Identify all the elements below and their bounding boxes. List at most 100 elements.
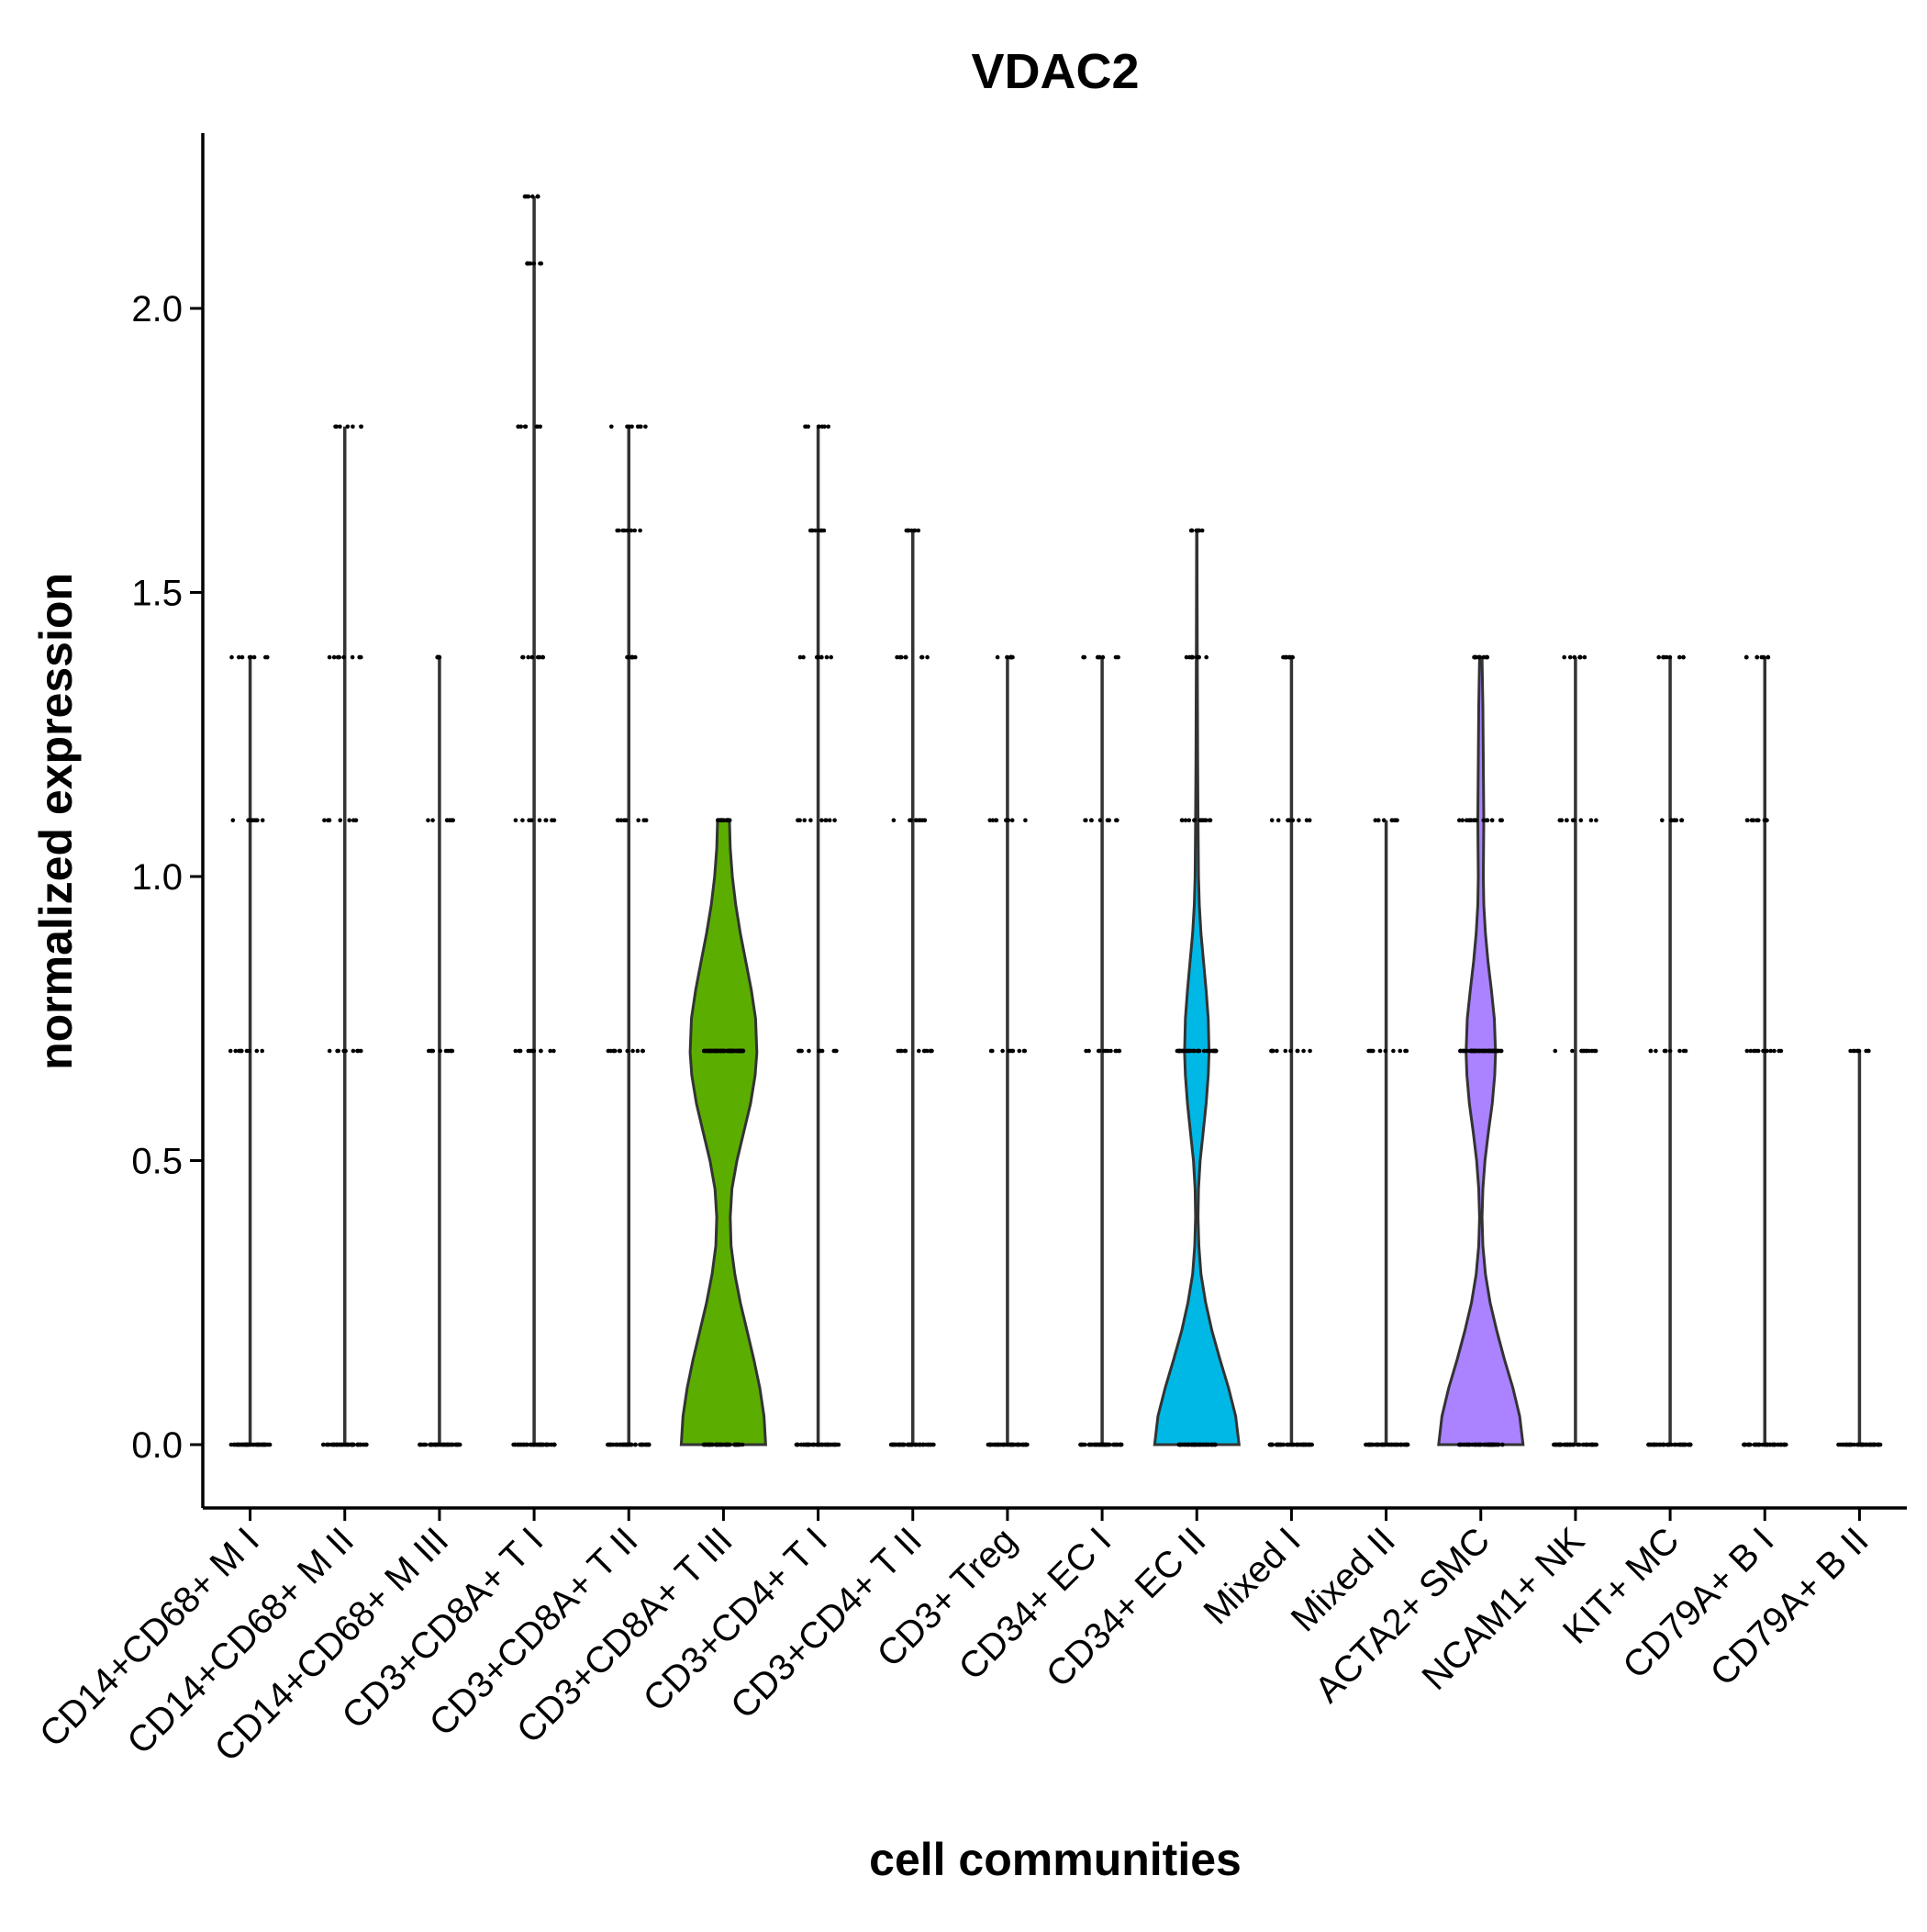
data-point	[1483, 1048, 1488, 1054]
data-point	[1673, 1442, 1677, 1447]
data-point	[816, 654, 821, 660]
data-point	[926, 1442, 930, 1447]
data-point	[351, 1442, 355, 1447]
data-point	[1855, 1048, 1860, 1054]
data-point	[443, 1442, 449, 1447]
y-tick-label: 0.5	[131, 1142, 183, 1182]
data-point	[1008, 1048, 1013, 1054]
data-point	[1677, 1048, 1682, 1054]
data-point	[807, 1442, 812, 1447]
violin-group	[228, 654, 273, 1447]
data-point	[1209, 1442, 1214, 1447]
data-point	[237, 654, 241, 660]
data-point	[918, 1442, 922, 1447]
data-point	[1380, 1442, 1385, 1447]
data-point	[1748, 1442, 1753, 1447]
data-point	[1275, 1048, 1279, 1054]
data-point	[815, 1442, 820, 1447]
data-point	[832, 1442, 838, 1447]
data-point	[624, 818, 629, 822]
data-point	[345, 424, 351, 430]
data-point	[526, 654, 530, 660]
data-point	[440, 1442, 444, 1447]
data-point	[1669, 1442, 1674, 1447]
data-point	[1291, 1442, 1296, 1447]
data-point	[1744, 654, 1749, 660]
data-point	[457, 1442, 462, 1447]
data-point	[718, 1442, 723, 1447]
data-point	[1189, 654, 1194, 660]
data-point	[1866, 1048, 1871, 1054]
data-point	[1079, 1442, 1085, 1447]
data-point	[435, 654, 440, 660]
data-point	[987, 818, 993, 822]
data-point	[819, 1442, 825, 1447]
data-point	[802, 818, 807, 822]
data-point	[359, 1048, 363, 1054]
data-point	[344, 1442, 350, 1447]
data-point	[1392, 818, 1397, 822]
violin-group	[1078, 654, 1124, 1447]
data-point	[625, 424, 629, 430]
data-point	[1471, 1048, 1476, 1054]
data-point	[1485, 654, 1490, 660]
data-point	[615, 528, 619, 533]
data-point	[1301, 1048, 1306, 1054]
data-point	[1366, 1442, 1372, 1447]
violin-group	[1836, 1048, 1883, 1447]
data-point	[823, 1442, 829, 1447]
data-point	[1023, 818, 1028, 822]
data-point	[609, 424, 614, 430]
data-point	[516, 424, 520, 430]
data-point	[1588, 818, 1594, 822]
data-point	[1197, 528, 1201, 533]
data-point	[335, 1442, 340, 1447]
data-point	[1845, 1442, 1851, 1447]
data-point	[539, 1442, 544, 1447]
data-point	[891, 818, 897, 822]
data-point	[897, 654, 903, 660]
data-point	[1744, 1048, 1750, 1054]
data-point	[797, 654, 803, 660]
data-point	[1192, 1048, 1197, 1054]
data-point	[1578, 818, 1584, 822]
data-point	[362, 1442, 368, 1447]
data-point	[807, 1048, 811, 1054]
data-point	[1398, 1048, 1403, 1054]
data-point	[1179, 818, 1185, 822]
data-point	[714, 1442, 718, 1447]
data-point	[255, 1442, 261, 1447]
data-point	[249, 654, 253, 660]
data-point	[238, 1442, 243, 1447]
data-point	[539, 261, 544, 266]
data-point	[1081, 654, 1086, 660]
violin-group	[1364, 818, 1410, 1447]
data-point	[1304, 818, 1309, 822]
data-point	[1748, 1048, 1754, 1054]
data-point	[819, 818, 824, 822]
data-point	[551, 1442, 557, 1447]
data-point	[529, 654, 535, 660]
data-point	[908, 1442, 914, 1447]
data-point	[1208, 818, 1213, 822]
data-point	[1489, 818, 1495, 822]
data-point	[531, 261, 537, 266]
data-point	[1114, 818, 1119, 822]
data-point	[530, 194, 535, 199]
data-point	[1366, 1048, 1371, 1054]
data-point	[1458, 1048, 1464, 1054]
data-point	[1377, 1048, 1383, 1054]
data-point	[918, 818, 923, 822]
data-point	[1021, 1048, 1027, 1054]
data-point	[722, 1048, 727, 1054]
data-point	[327, 654, 332, 660]
data-point	[707, 1442, 711, 1447]
data-point	[1665, 654, 1669, 660]
violin-group	[418, 654, 462, 1447]
data-point	[1764, 1442, 1768, 1447]
data-point	[1111, 1442, 1117, 1447]
data-point	[1474, 654, 1478, 660]
data-point	[919, 654, 924, 660]
data-point	[520, 654, 525, 660]
data-point	[1202, 818, 1207, 822]
